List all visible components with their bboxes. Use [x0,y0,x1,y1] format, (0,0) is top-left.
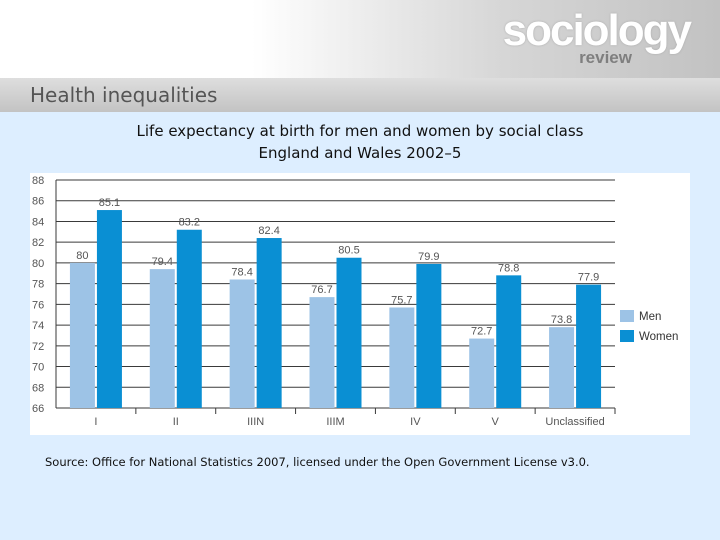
y-tick-label: 80 [32,258,44,270]
logo-sub-text: review [579,48,632,67]
bar-value-label: 79.9 [418,251,439,263]
bar-men [149,269,175,408]
y-tick-label: 70 [32,362,44,374]
sociology-review-logo: sociology review [502,6,692,67]
y-tick-label: 76 [32,299,44,311]
bar-value-label: 78.4 [231,266,252,278]
source-note: Source: Office for National Statistics 2… [45,455,590,469]
bar-men [229,279,255,408]
bar-value-label: 73.8 [551,314,572,326]
bar-men [309,297,335,408]
chart-title-line: Life expectancy at birth for men and wom… [136,122,584,140]
bar-men [469,338,495,408]
bar-men [549,327,575,408]
legend-swatch-men [620,310,634,322]
bar-women [96,210,122,408]
bar-value-label: 79.4 [152,256,173,268]
bar-value-label: 85.1 [99,197,120,209]
legend-swatch-women [620,330,634,342]
chart-subtitle-line: England and Wales 2002–5 [258,144,462,162]
bar-value-label: 77.9 [578,272,599,284]
bar-value-label: 78.8 [498,262,519,274]
bar-value-label: 82.4 [258,225,279,237]
legend-label-men: Men [639,311,661,323]
bar-women [176,229,202,408]
y-tick-label: 68 [32,382,44,394]
x-tick-label: V [492,416,500,428]
bar-women [576,284,602,408]
y-tick-label: 78 [32,279,44,291]
bar-women [496,275,522,408]
bar-women [256,238,282,408]
y-tick-label: 82 [32,237,44,249]
x-tick-label: II [173,416,179,428]
x-tick-label: IV [410,416,421,428]
bar-value-label: 83.2 [179,217,200,229]
title-bar: Health inequalities [0,78,720,112]
logo-main-text: sociology [502,6,692,55]
bar-value-label: 76.7 [311,284,332,296]
bar-women [416,263,442,408]
bar-value-label: 72.7 [471,326,492,338]
y-tick-label: 86 [32,196,44,208]
header-banner: sociology review [0,0,720,78]
y-tick-label: 72 [32,341,44,353]
bar-men [69,262,95,408]
bar-women [336,257,362,408]
y-tick-label: 84 [32,216,44,228]
y-tick-label: 74 [32,320,44,332]
bar-value-label: 80 [76,250,88,262]
x-tick-label: I [94,416,97,428]
chart-title: Life expectancy at birth for men and wom… [0,120,720,164]
legend-label-women: Women [639,331,678,343]
x-tick-label: IIIM [326,416,344,428]
bar-men [389,307,415,408]
bar-value-label: 80.5 [338,245,359,257]
x-tick-label: IIIN [247,416,264,428]
x-tick-label: Unclassified [545,416,604,428]
bar-value-label: 75.7 [391,294,412,306]
y-tick-label: 66 [32,403,44,415]
slide-title: Health inequalities [30,83,218,107]
y-tick-label: 88 [32,175,44,187]
bar-chart: 66 68 70 72 74 76 78 80 82 84 86 88 80 85.1 I 79.4 83.2 I… [30,173,690,435]
